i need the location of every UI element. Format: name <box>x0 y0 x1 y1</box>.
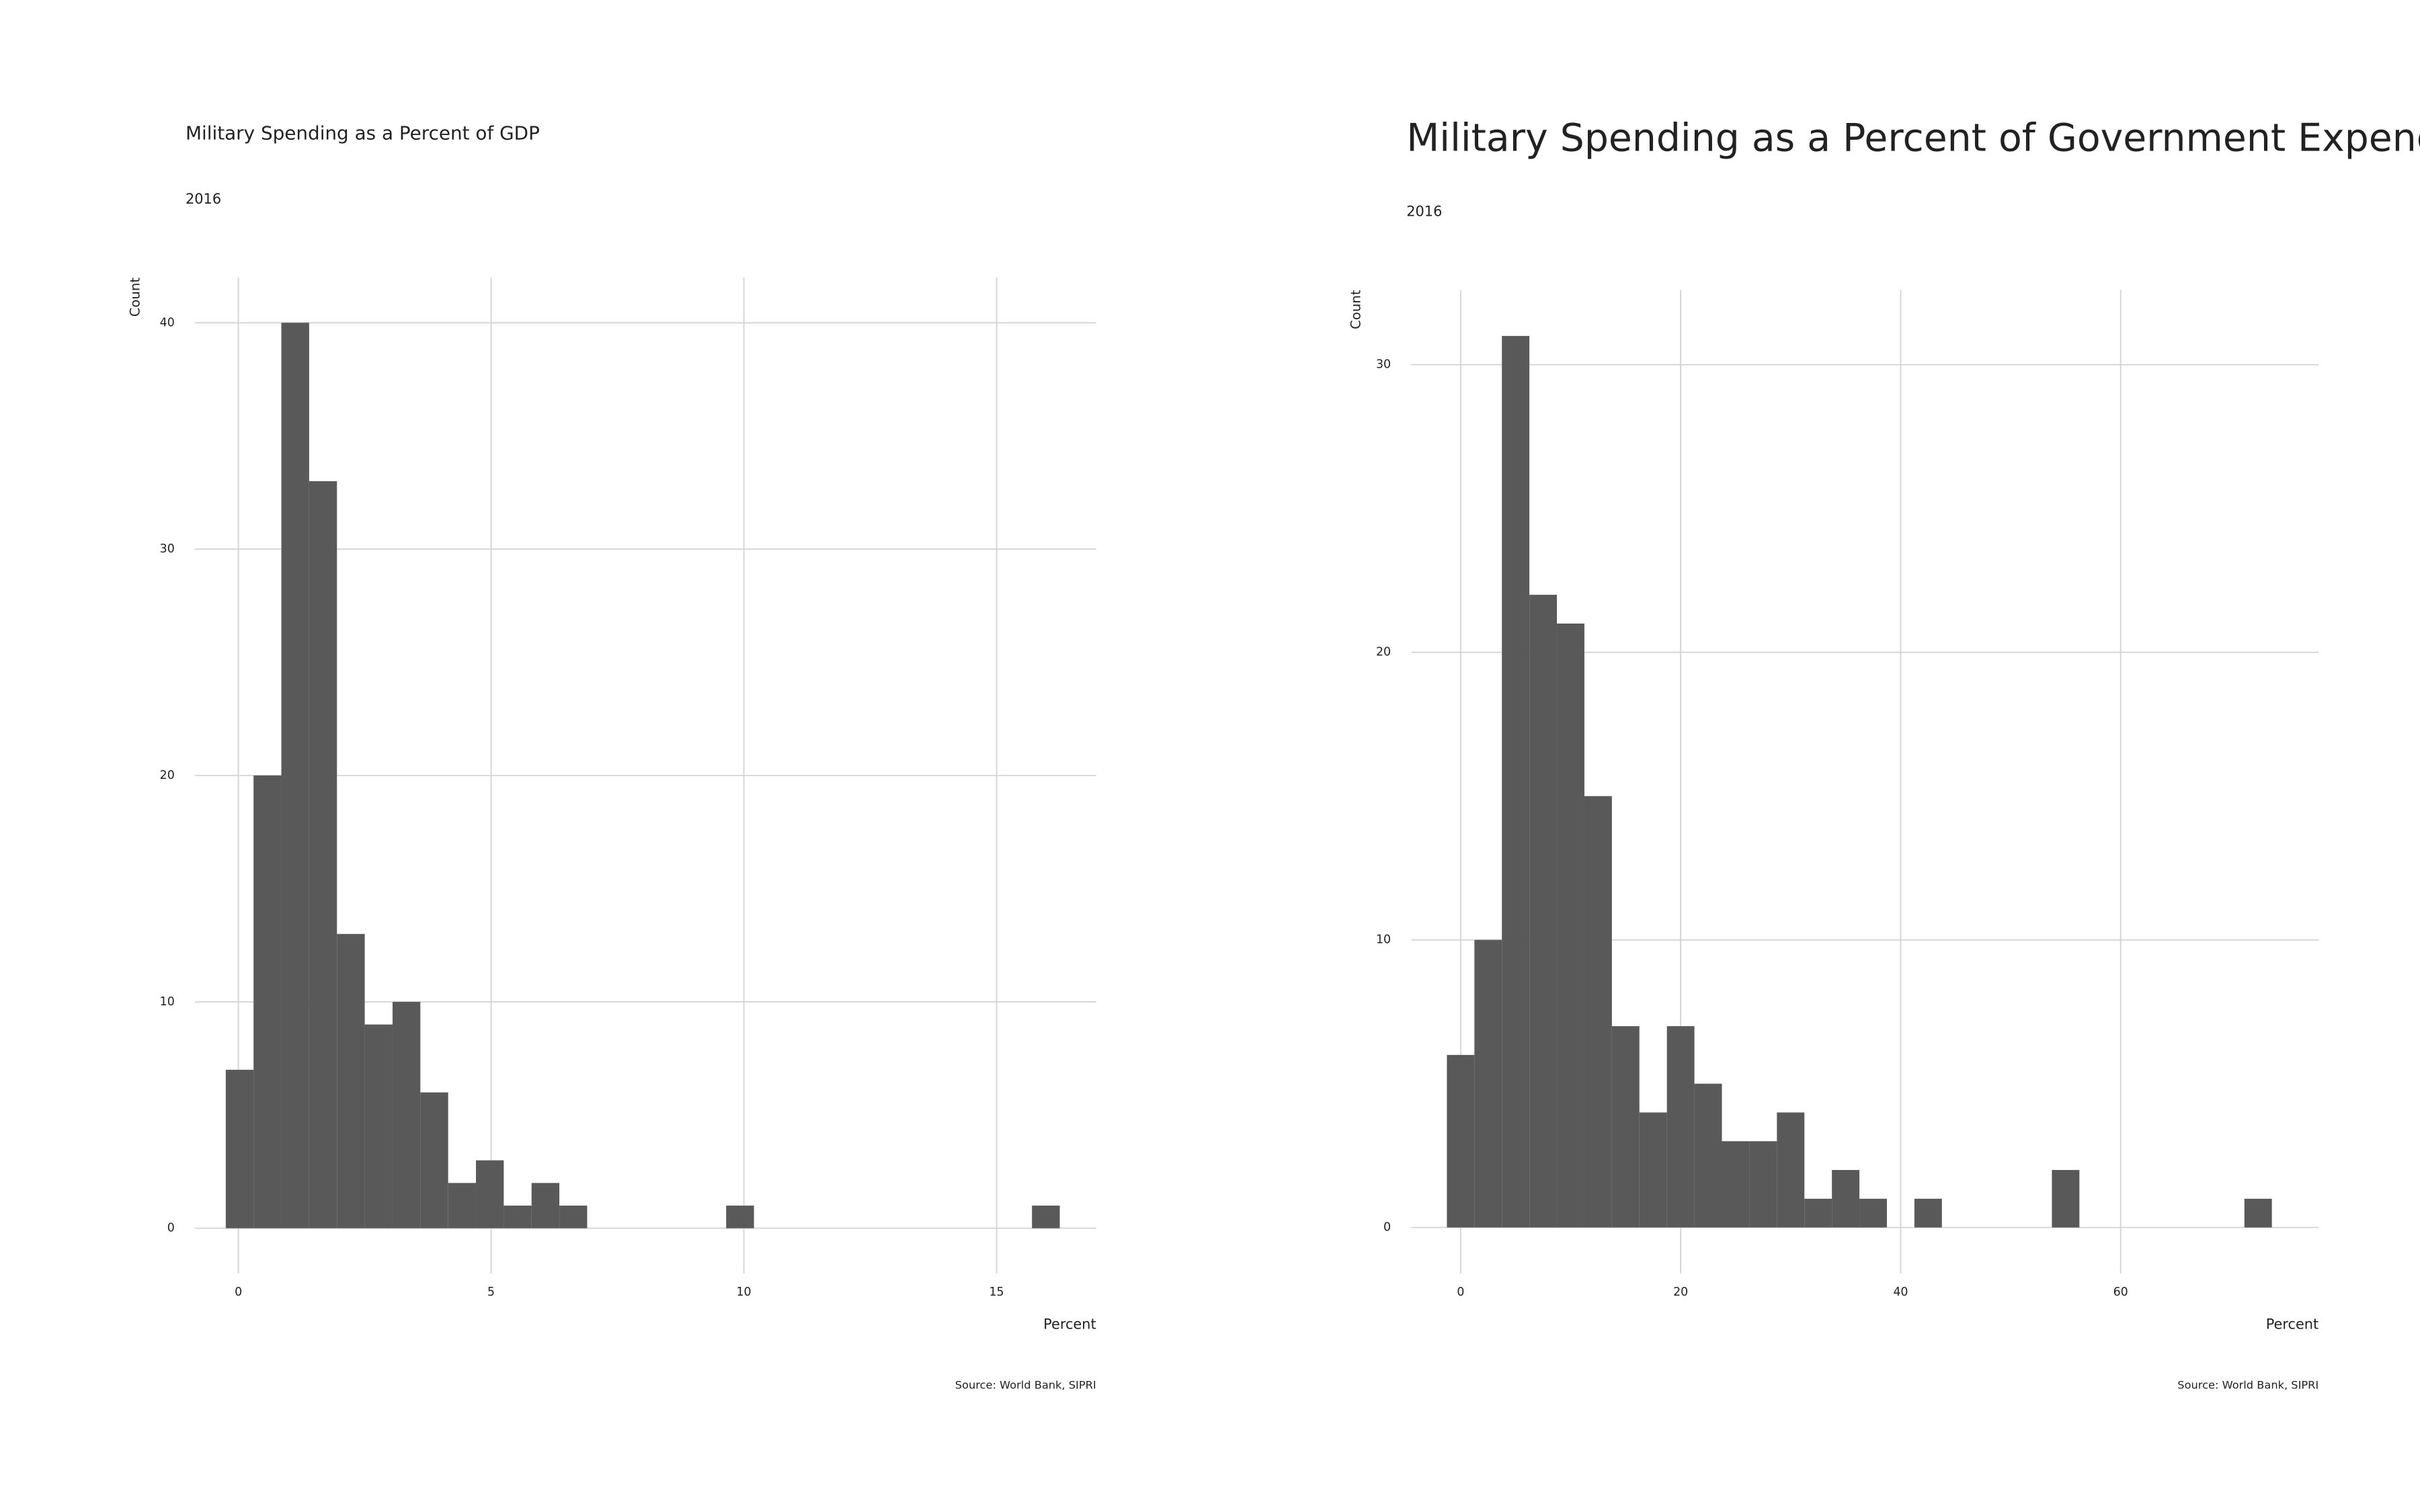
x-tick-label: 5 <box>487 1286 495 1299</box>
subtitle: 2016 <box>1406 203 1442 219</box>
y-tick-label: 0 <box>1383 1221 1391 1234</box>
caption: Source: World Bank, SIPRI <box>955 1379 1096 1392</box>
bar <box>1584 796 1612 1228</box>
bar <box>281 323 309 1228</box>
subtitle: 2016 <box>186 191 221 207</box>
bar <box>559 1206 588 1228</box>
x-axis-label: Percent <box>1043 1316 1096 1333</box>
bar <box>1529 595 1558 1228</box>
bar <box>1859 1198 1887 1228</box>
y-tick-label: 40 <box>160 316 175 329</box>
y-tick-label: 20 <box>1376 646 1391 659</box>
x-axis-label: Percent <box>2266 1316 2319 1333</box>
caption: Source: World Bank, SIPRI <box>2177 1379 2318 1392</box>
bar <box>225 1069 254 1228</box>
bar <box>1639 1112 1667 1228</box>
bar <box>726 1206 754 1228</box>
y-tick-label: 10 <box>160 995 175 1009</box>
bar <box>1914 1198 1942 1228</box>
bar <box>1447 1054 1475 1228</box>
bar <box>1804 1198 1832 1228</box>
bar <box>1557 623 1584 1228</box>
y-tick-label: 30 <box>1376 358 1391 372</box>
bar <box>1666 1026 1695 1228</box>
bar <box>476 1160 504 1228</box>
bar <box>392 1001 421 1228</box>
bar <box>420 1092 448 1228</box>
bar <box>2052 1170 2080 1228</box>
bar <box>364 1024 393 1228</box>
bar <box>1749 1141 1777 1228</box>
y-tick-label: 20 <box>160 769 175 782</box>
bar <box>1474 939 1502 1228</box>
bar <box>309 481 337 1228</box>
bar <box>1611 1026 1640 1228</box>
y-tick-label: 30 <box>160 542 175 556</box>
bar <box>337 933 365 1228</box>
bar <box>531 1183 560 1228</box>
x-tick-label: 40 <box>1893 1286 1908 1299</box>
chart-title: Military Spending as a Percent of Govern… <box>1406 116 2420 160</box>
bar <box>253 775 282 1228</box>
bar <box>1722 1141 1750 1228</box>
bar <box>2244 1198 2272 1228</box>
chart-title: Military Spending as a Percent of GDP <box>186 122 540 144</box>
x-tick-label: 0 <box>235 1286 242 1299</box>
bar <box>503 1206 532 1228</box>
bar <box>1694 1083 1722 1228</box>
y-tick-label: 10 <box>1376 933 1391 947</box>
bar <box>1032 1206 1060 1228</box>
bar <box>1502 335 1530 1228</box>
y-axis-label: Count <box>1348 290 1364 329</box>
y-tick-label: 0 <box>167 1222 175 1235</box>
bar <box>1832 1170 1860 1228</box>
x-tick-label: 10 <box>737 1286 752 1299</box>
y-axis-label: Count <box>127 278 143 317</box>
x-tick-label: 20 <box>1673 1286 1688 1299</box>
x-tick-label: 15 <box>989 1286 1004 1299</box>
bar <box>1777 1112 1805 1228</box>
bar <box>448 1183 477 1228</box>
x-tick-label: 0 <box>1457 1286 1464 1299</box>
x-tick-label: 60 <box>2113 1286 2128 1299</box>
